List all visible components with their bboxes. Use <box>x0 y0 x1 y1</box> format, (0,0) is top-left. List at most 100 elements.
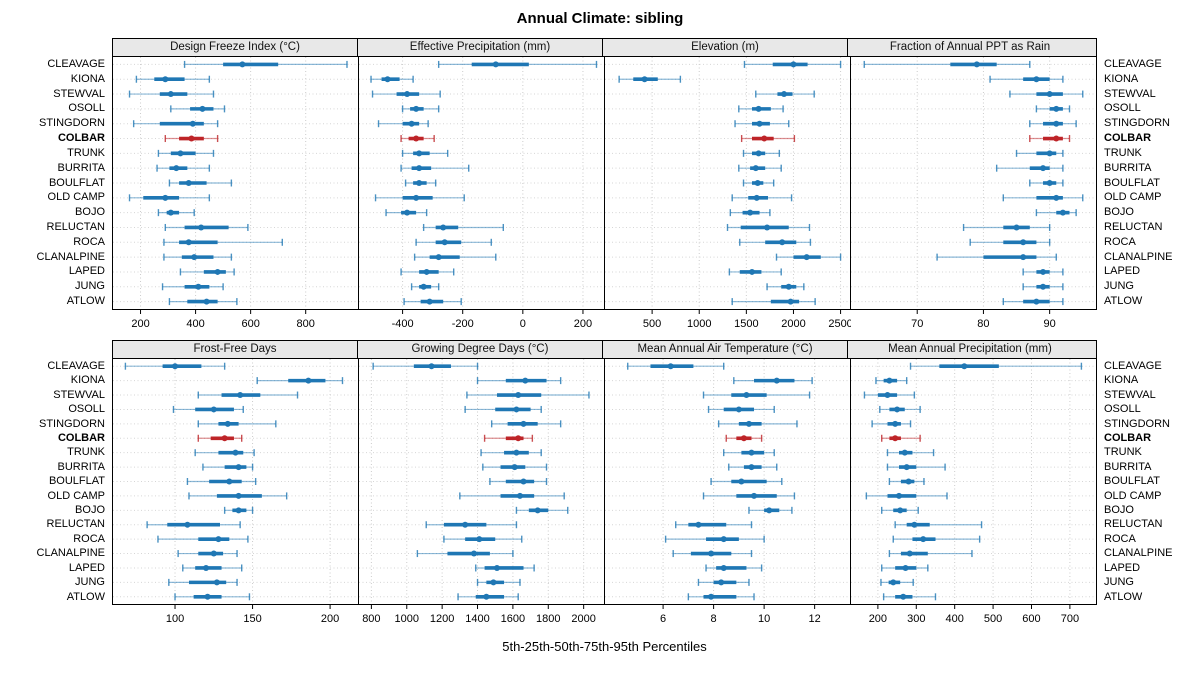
panel-design-freeze-index-c <box>113 57 359 309</box>
svg-text:2000: 2000 <box>571 613 595 625</box>
site-label: LAPED <box>68 561 105 574</box>
site-label: TRUNK <box>1104 146 1142 159</box>
percentile-row-reluctan <box>422 223 504 231</box>
svg-text:200: 200 <box>574 318 592 330</box>
percentile-row-burrita <box>400 164 470 172</box>
panel-effective-precipitation-mm <box>359 57 605 309</box>
percentile-row-cleavage <box>627 362 725 370</box>
percentile-row-atlow <box>687 593 755 601</box>
site-label: BURRITA <box>1104 460 1152 473</box>
percentile-row-boulflat <box>186 478 257 485</box>
site-label: OSOLL <box>1104 102 1141 115</box>
site-label: JUNG <box>1104 280 1134 293</box>
site-label: BOULFLAT <box>48 176 105 189</box>
site-label: BOJO <box>1104 206 1134 219</box>
site-label: CLEAVAGE <box>1104 58 1162 70</box>
site-label: OLD CAMP <box>47 489 105 502</box>
svg-text:1000: 1000 <box>395 613 419 625</box>
percentile-row-laped <box>881 564 929 572</box>
site-label: OLD CAMP <box>1104 191 1162 204</box>
percentile-row-reluctan <box>164 223 249 231</box>
percentile-row-colbar <box>400 135 435 143</box>
svg-text:600: 600 <box>241 318 259 330</box>
svg-text:12: 12 <box>809 613 821 625</box>
percentile-row-stingdorn <box>377 120 429 128</box>
percentile-row-kiona <box>989 75 1064 83</box>
panel-growing-degree-days-c <box>359 359 605 604</box>
percentile-row-boulflat <box>710 478 783 485</box>
percentile-row-colbar <box>483 434 534 442</box>
panel-mean-annual-air-temperature-c <box>605 359 851 604</box>
percentile-row-stingdorn <box>1029 120 1077 128</box>
percentile-row-boulflat <box>888 478 925 485</box>
percentile-row-stingdorn <box>734 120 790 128</box>
percentile-row-bojo <box>729 209 771 217</box>
percentile-row-roca <box>892 535 981 543</box>
percentile-row-colbar <box>164 135 219 143</box>
percentile-row-burrita <box>482 463 548 471</box>
panel-header-effective-precipitation-mm: Effective Precipitation (mm) <box>358 39 603 56</box>
site-label: ROCA <box>1104 532 1136 545</box>
percentile-row-colbar <box>725 434 763 442</box>
percentile-row-kiona <box>256 377 344 385</box>
percentile-row-bojo <box>881 506 919 514</box>
svg-text:200: 200 <box>321 613 339 625</box>
site-label: BOULFLAT <box>1104 176 1161 189</box>
percentile-row-clanalpine <box>413 253 497 261</box>
percentile-row-stewval <box>197 391 299 399</box>
percentile-row-jung <box>697 578 750 586</box>
site-label: CLANALPINE <box>36 547 105 560</box>
svg-text:80: 80 <box>977 318 989 330</box>
site-label: ROCA <box>1104 235 1136 248</box>
percentile-row-cleavage <box>372 362 479 370</box>
percentile-row-cleavage <box>183 60 348 68</box>
band-row-1: Design Freeze Index (°C) Effective Precip… <box>0 38 1200 336</box>
svg-text:0: 0 <box>520 318 526 330</box>
percentile-row-jung <box>161 283 224 291</box>
site-label: COLBAR <box>57 132 105 145</box>
site-label: STEWVAL <box>53 87 105 100</box>
percentile-row-boulflat <box>742 179 775 187</box>
body-row: CLEAVAGE KIONA STEWVAL OSOLL STINGDORN COLBAR… <box>0 359 1200 605</box>
site-label: ATLOW <box>1104 590 1143 603</box>
site-label: KIONA <box>1104 374 1139 387</box>
site-label: OLD CAMP <box>47 191 105 204</box>
percentile-row-clanalpine <box>177 550 238 558</box>
percentile-row-cleavage <box>863 60 1031 68</box>
panel-axis-growing-degree-days-c: 800 1000 1200 1400 1600 1800 2000 <box>362 605 596 625</box>
panel-frost-free-days <box>113 359 359 604</box>
header-strip: Frost-Free Days Growing Degree Days (°C) M… <box>0 340 1200 359</box>
axis-caption: 5th-25th-50th-75th-95th Percentiles <box>502 639 707 654</box>
site-label: ATLOW <box>66 590 105 603</box>
percentile-row-colbar <box>881 434 921 442</box>
percentile-row-roca <box>157 535 249 543</box>
panel-fraction-of-annual-ppt-as-rain <box>851 57 1096 309</box>
svg-text:90: 90 <box>1044 318 1056 330</box>
svg-text:1500: 1500 <box>734 318 758 330</box>
percentile-row-kiona <box>618 75 682 83</box>
site-label: LAPED <box>1104 265 1141 278</box>
site-label: CLANALPINE <box>36 250 105 263</box>
percentile-row-stewval <box>466 391 590 399</box>
percentile-row-stingdorn <box>717 420 798 428</box>
percentile-row-bojo <box>1035 209 1077 217</box>
site-label: TRUNK <box>67 146 105 159</box>
percentile-row-osoll <box>1035 105 1071 113</box>
percentile-row-reluctan <box>962 223 1051 231</box>
percentile-row-reluctan <box>675 521 753 529</box>
site-label: COLBAR <box>1104 132 1152 145</box>
percentile-row-clanalpine <box>936 253 1057 261</box>
site-label: COLBAR <box>57 432 105 445</box>
percentile-row-laped <box>1022 268 1064 276</box>
percentile-row-laped <box>179 268 235 276</box>
percentile-row-roca <box>664 535 765 543</box>
percentile-row-jung <box>410 283 440 291</box>
percentile-row-osoll <box>464 405 542 413</box>
percentile-row-cleavage <box>124 362 226 370</box>
svg-text:1200: 1200 <box>430 613 454 625</box>
panel-axis-elevation-m: 500 1000 1500 2000 2500 <box>643 310 851 330</box>
percentile-row-colbar <box>740 135 796 143</box>
percentile-row-trunk <box>401 149 449 157</box>
percentile-row-old-camp <box>374 194 465 202</box>
